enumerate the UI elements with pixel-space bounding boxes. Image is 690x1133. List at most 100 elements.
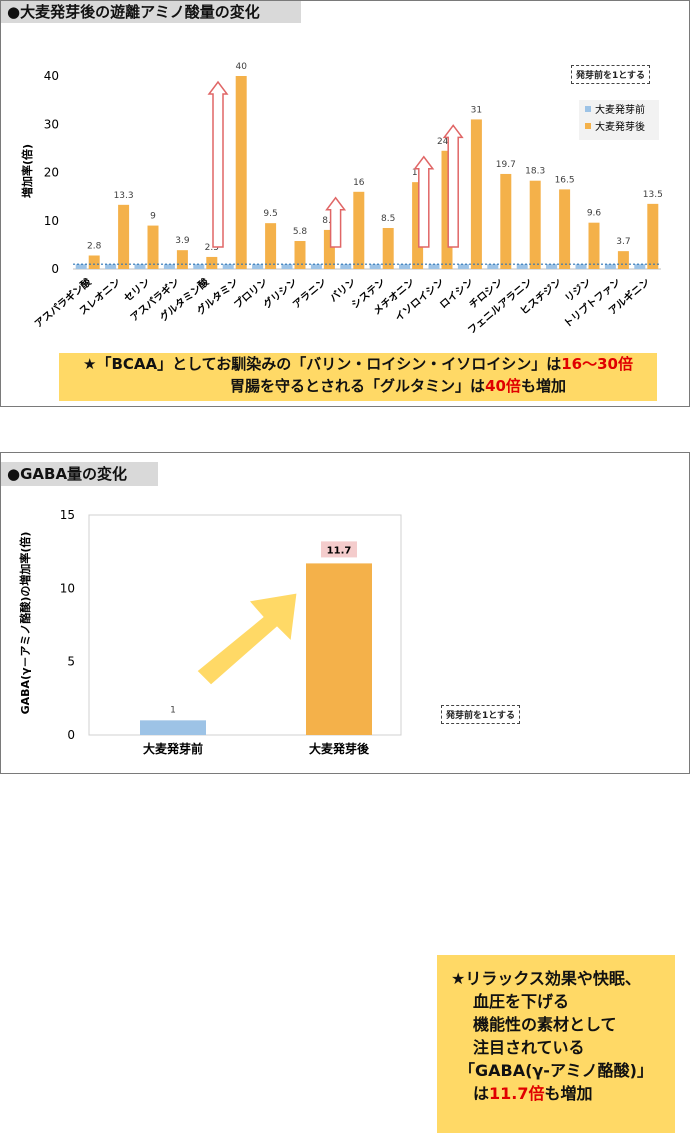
bar-after bbox=[88, 255, 100, 269]
bar-after bbox=[294, 241, 306, 269]
gaba-chart: GABA(γ－アミノ酪酸)の増加率(倍) 0 5 10 15 1 大麦発芽前 11.7 大麦発芽… bbox=[18, 508, 402, 756]
data-label: 2.5 bbox=[205, 243, 219, 253]
data-label: 3.7 bbox=[616, 237, 630, 247]
bar-before bbox=[163, 264, 175, 269]
amino-acid-panel: ●大麦発芽後の遊離アミノ酸量の変化 増加率(倍) 0 10 20 30 40 2.8 アスパラ… bbox=[0, 0, 690, 407]
bar-after bbox=[176, 250, 188, 269]
callout-highlight: 16～30倍 bbox=[561, 355, 633, 373]
increase-arrow-icon bbox=[325, 196, 347, 248]
y-tick-label: 20 bbox=[44, 166, 59, 180]
data-label: 2.8 bbox=[87, 241, 102, 251]
callout-text: 胃腸を守るとされる「グルタミン」は bbox=[230, 377, 486, 395]
bar-before bbox=[428, 264, 440, 269]
bar-after bbox=[470, 119, 482, 269]
callout-line-1: ★「BCAA」としてお馴染みの「バリン・ロイシン・イソロイシン」は16～30倍 bbox=[59, 353, 657, 375]
callout-line: 機能性の素材として bbox=[473, 1015, 617, 1034]
bar-after bbox=[441, 150, 453, 269]
y-tick-label: 15 bbox=[60, 508, 75, 522]
callout-text: は bbox=[473, 1084, 490, 1103]
callout-text: も増加 bbox=[544, 1084, 593, 1103]
bar-after bbox=[617, 251, 629, 269]
data-label: 11.7 bbox=[327, 545, 352, 556]
data-label: 8.1 bbox=[322, 216, 336, 226]
callout-line: 「GABA(γ-アミノ酪酸)」 bbox=[459, 1061, 653, 1080]
bar-before bbox=[310, 264, 322, 269]
data-label: 9.5 bbox=[263, 209, 277, 219]
data-label: 13.3 bbox=[114, 191, 134, 201]
increase-arrow-icon bbox=[207, 80, 229, 248]
increase-arrow-icon bbox=[413, 155, 435, 248]
callout-highlight: 40倍 bbox=[485, 377, 521, 395]
gaba-panel: ●GABA量の変化 GABA(γ－アミノ酪酸)の増加率(倍) 0 5 10 15 1 大麦発… bbox=[0, 452, 690, 1133]
y-axis-label: 増加率(倍) bbox=[20, 144, 34, 198]
bar-after bbox=[206, 256, 218, 269]
bar-after bbox=[588, 222, 600, 269]
bar-before bbox=[75, 264, 87, 269]
gaba-callout: ★リラックス効果や快眠、 血圧を下げる 機能性の素材として 注目されている 「G… bbox=[437, 955, 675, 1133]
callout-text: ★「BCAA」としてお馴染みの「バリン・ロイシン・イソロイシン」は bbox=[83, 355, 562, 373]
bar-before bbox=[193, 264, 205, 269]
data-label: 24.5 bbox=[437, 137, 457, 147]
data-label: 3.9 bbox=[175, 236, 190, 246]
bar-after bbox=[500, 173, 512, 269]
data-label: 8.5 bbox=[381, 214, 395, 224]
x-tick-label: 大麦発芽前 bbox=[143, 741, 203, 756]
x-tick-label: グルタミン酸 bbox=[157, 275, 212, 324]
bar-after bbox=[235, 76, 247, 269]
legend-swatch bbox=[585, 123, 591, 129]
bar-before bbox=[399, 264, 411, 269]
panel-title: ●GABA量の変化 bbox=[1, 462, 158, 486]
bar-before bbox=[369, 264, 381, 269]
bar-before bbox=[487, 264, 499, 269]
bar-before bbox=[457, 264, 469, 269]
data-label: 1 bbox=[170, 705, 176, 715]
callout-line: ★リラックス効果や快眠、 bbox=[451, 969, 641, 988]
bar-before bbox=[281, 264, 293, 269]
y-tick-label: 10 bbox=[44, 214, 59, 228]
data-label: 16 bbox=[353, 178, 365, 188]
bar-before bbox=[134, 264, 146, 269]
bar-after bbox=[647, 203, 659, 269]
bar-before bbox=[105, 264, 117, 269]
callout-line: 注目されている bbox=[473, 1038, 585, 1057]
legend-swatch bbox=[585, 106, 591, 112]
bar-after bbox=[323, 229, 335, 269]
bar-before bbox=[222, 264, 234, 269]
x-tick-label: 大麦発芽後 bbox=[309, 741, 370, 756]
data-label: 16.5 bbox=[555, 175, 575, 185]
legend-label: 大麦発芽前 bbox=[595, 103, 645, 116]
data-label: 18.3 bbox=[525, 167, 545, 177]
amino-acid-chart: 増加率(倍)0102030402.8アスパラギン酸13.3スレオニン9セリン3.… bbox=[20, 62, 663, 337]
bar-after bbox=[382, 227, 394, 269]
callout-line-2: 胃腸を守るとされる「グルタミン」は40倍も増加 bbox=[59, 375, 657, 397]
increase-arrow-icon bbox=[442, 124, 464, 248]
bar-after bbox=[412, 182, 424, 269]
bar bbox=[140, 720, 206, 735]
y-tick-label: 40 bbox=[44, 69, 59, 83]
y-tick-label: 5 bbox=[67, 655, 75, 669]
data-label: 9.6 bbox=[587, 209, 602, 219]
baseline-note: 発芽前を1とする bbox=[571, 65, 650, 84]
bar-before bbox=[516, 264, 528, 269]
data-label: 13.5 bbox=[643, 190, 663, 200]
callout-line: 血圧を下げる bbox=[473, 992, 570, 1011]
bar-after bbox=[147, 225, 159, 269]
bar-before bbox=[546, 264, 558, 269]
y-tick-label: 10 bbox=[60, 581, 75, 595]
callout-line: は11.7倍も増加 bbox=[437, 1082, 675, 1105]
bar-after bbox=[265, 223, 277, 269]
data-label: 31 bbox=[471, 105, 482, 115]
bar-before bbox=[575, 264, 587, 269]
plot-area bbox=[88, 514, 402, 736]
bar-after bbox=[353, 191, 365, 269]
increase-arrow-icon bbox=[196, 592, 298, 686]
callout-text: も増加 bbox=[520, 377, 566, 395]
baseline-note: 発芽前を1とする bbox=[441, 705, 520, 724]
bar-before bbox=[252, 264, 264, 269]
bar-after bbox=[559, 189, 571, 269]
bar-after bbox=[529, 180, 541, 269]
y-tick-label: 0 bbox=[51, 262, 59, 276]
data-label: 9 bbox=[150, 212, 156, 222]
y-tick-label: 30 bbox=[44, 117, 59, 131]
